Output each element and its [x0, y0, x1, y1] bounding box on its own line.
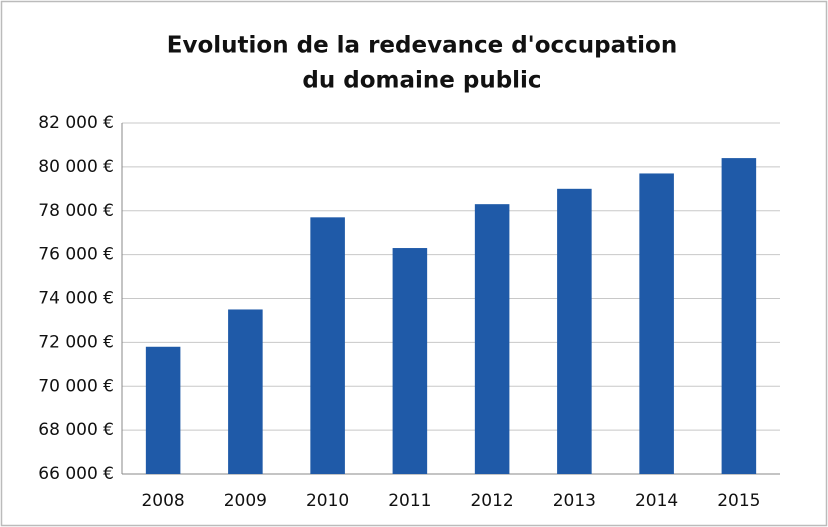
bar: [228, 309, 263, 474]
y-tick-label: 70 000 €: [38, 376, 114, 396]
y-tick-label: 68 000 €: [38, 420, 114, 440]
x-tick-label: 2014: [635, 491, 678, 511]
y-tick-label: 82 000 €: [38, 113, 114, 133]
chart-title: Evolution de la redevance d'occupation: [167, 33, 677, 59]
x-tick-label: 2011: [388, 491, 431, 511]
y-tick-label: 72 000 €: [38, 332, 114, 352]
bar: [557, 188, 592, 474]
bar: [392, 248, 428, 474]
bar: [310, 217, 345, 475]
x-tick-label: 2015: [717, 491, 760, 511]
x-tick-label: 2010: [306, 491, 349, 511]
bar: [721, 158, 757, 474]
x-tick-label: 2008: [141, 491, 184, 511]
y-tick-label: 74 000 €: [38, 289, 114, 309]
bar: [639, 173, 674, 475]
chart-title: du domaine public: [302, 68, 541, 94]
y-tick-label: 80 000 €: [38, 157, 114, 177]
y-tick-label: 66 000 €: [38, 464, 114, 484]
y-tick-label: 76 000 €: [38, 245, 114, 265]
bar: [474, 204, 510, 474]
y-tick-label: 78 000 €: [38, 201, 114, 221]
x-tick-label: 2012: [470, 491, 513, 511]
x-tick-label: 2009: [224, 491, 267, 511]
x-tick-label: 2013: [553, 491, 596, 511]
bar: [145, 346, 181, 474]
